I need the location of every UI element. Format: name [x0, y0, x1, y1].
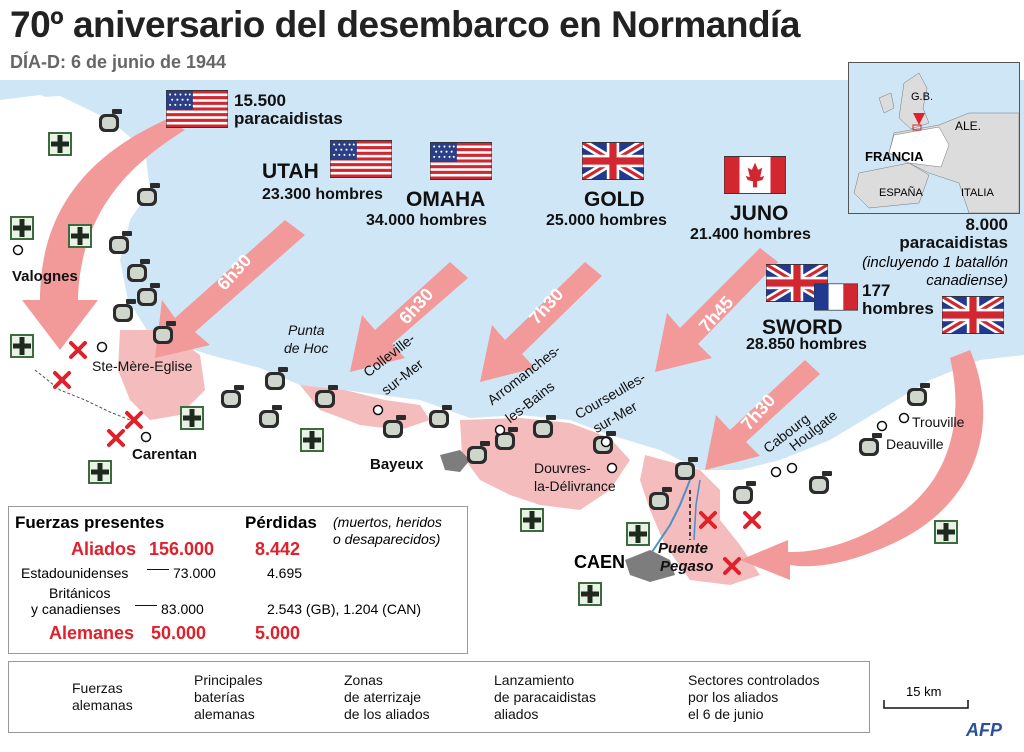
inset-italia: ITALIA: [961, 187, 994, 199]
legend-para-3: aliados: [494, 706, 539, 722]
place-puente-pegaso-2: Pegaso: [660, 558, 714, 575]
losses-header: Pérdidas: [245, 513, 317, 532]
allies-value: 156.000: [149, 539, 215, 559]
us-label: Estadounidenses: [21, 565, 129, 581]
us-losses: 4.695: [267, 565, 303, 581]
allies-label: Aliados: [71, 539, 137, 559]
beach-gold-men: 25.000 hombres: [546, 212, 667, 229]
beach-utah-name: UTAH: [262, 160, 319, 183]
place-bayeux: Bayeux: [370, 456, 424, 473]
british-label: Británicos: [49, 585, 111, 601]
british-losses: 2.543 (GB), 1.204 (CAN): [267, 601, 422, 617]
arrow-omaha: [350, 262, 468, 372]
legend-batteries-2: baterías: [194, 689, 245, 705]
landing-arrows: [22, 120, 984, 580]
british-paratroopers-label: paracaidistas: [899, 233, 1008, 252]
germans-losses: 5.000: [255, 623, 301, 643]
forces-header: Fuerzas presentes: [15, 513, 165, 532]
place-deauville: Deauville: [886, 436, 944, 452]
british-paratroopers-count: 8.000: [965, 215, 1008, 234]
french-label: hombres: [862, 299, 934, 318]
place-valognes: Valognes: [12, 268, 78, 285]
page-subtitle: DÍA-D: 6 de junio de 1944: [10, 52, 227, 72]
british-paratroopers-note-2: canadiense): [926, 272, 1008, 289]
legend: [8, 661, 870, 733]
arrow-utah: [155, 220, 305, 358]
germans-value: 50.000: [151, 623, 207, 643]
place-punta-de-hoc-2: de Hoc: [284, 340, 329, 356]
legend-sectors-2: por los aliados: [688, 689, 779, 705]
inset-espana: ESPAÑA: [879, 187, 923, 199]
beach-gold-name: GOLD: [584, 188, 645, 211]
allies-losses: 8.442: [255, 539, 301, 559]
inset-francia: FRANCIA: [865, 149, 924, 164]
beach-sword-men: 28.850 hombres: [746, 336, 867, 353]
legend-batteries-3: alemanas: [194, 706, 255, 722]
inset-svg: [849, 63, 1019, 213]
british-paratroopers-note-1: (incluyendo 1 batallón: [862, 254, 1008, 271]
forces-panel: Fuerzas presentes Pérdidas (muertos, her…: [8, 506, 468, 654]
beach-omaha-name: OMAHA: [406, 188, 486, 211]
place-caen: CAEN: [574, 552, 626, 572]
place-punta-de-hoc-1: Punta: [288, 322, 325, 338]
beach-sword-name: SWORD: [762, 316, 843, 339]
legend-para-2: de paracaidistas: [494, 689, 596, 705]
legend-landing-3: de los aliados: [344, 706, 430, 722]
legend-german-forces-2: alemanas: [72, 697, 133, 713]
legend-landing-2: de aterrizaje: [344, 689, 422, 705]
scale-label: 15 km: [906, 684, 942, 699]
arrow-sword: [705, 360, 820, 470]
beach-utah-men: 23.300 hombres: [262, 186, 383, 203]
place-ste-mere-eglise: Ste-Mère-Eglise: [92, 358, 193, 374]
us-value: 73.000: [173, 565, 216, 581]
inset-gb: G.B.: [911, 91, 934, 103]
place-douvres-1: Douvres-: [534, 460, 591, 476]
us-leader: [147, 569, 169, 570]
legend-sectors-1: Sectores controlados: [688, 672, 820, 688]
afp-credit: AFP: [966, 720, 1002, 740]
legend-landing-1: Zonas: [344, 672, 383, 688]
legend-german-forces-1: Fuerzas: [72, 680, 123, 696]
legend-para-1: Lanzamiento: [494, 672, 575, 688]
place-trouville: Trouville: [912, 414, 965, 430]
arrow-british-paratroopers: [740, 350, 984, 580]
losses-note-2: o desaparecidos): [333, 531, 441, 547]
arrow-juno: [655, 248, 778, 372]
place-puente-pegaso-1: Puente: [658, 540, 709, 557]
beach-juno-men: 21.400 hombres: [690, 226, 811, 243]
arrow-us-paratroopers: [22, 120, 185, 350]
beach-juno-name: JUNO: [730, 202, 789, 225]
germans-label: Alemanes: [49, 623, 135, 643]
page-title: 70º aniversario del desembarco en Norman…: [10, 4, 800, 45]
place-carentan: Carentan: [132, 446, 198, 463]
legend-batteries-1: Principales: [194, 672, 263, 688]
losses-note-1: (muertos, heridos: [333, 514, 442, 530]
british-leader: [135, 605, 157, 606]
french-count: 177: [862, 281, 891, 300]
british-label-2: y canadienses: [31, 601, 121, 617]
place-douvres-2: la-Délivrance: [534, 478, 616, 494]
arrow-gold: [480, 262, 602, 382]
british-value: 83.000: [161, 601, 204, 617]
legend-sectors-3: el 6 de junio: [688, 706, 764, 722]
beach-omaha-men: 34.000 hombres: [366, 212, 487, 229]
inset-ale: ALE.: [955, 119, 982, 133]
allied-sector-utah: [118, 330, 205, 420]
us-paratroopers-label: paracaidistas: [234, 109, 343, 128]
europe-inset-map: G.B. ALE. FRANCIA ESPAÑA ITALIA: [848, 62, 1020, 214]
us-paratroopers-count: 15.500: [234, 91, 286, 110]
